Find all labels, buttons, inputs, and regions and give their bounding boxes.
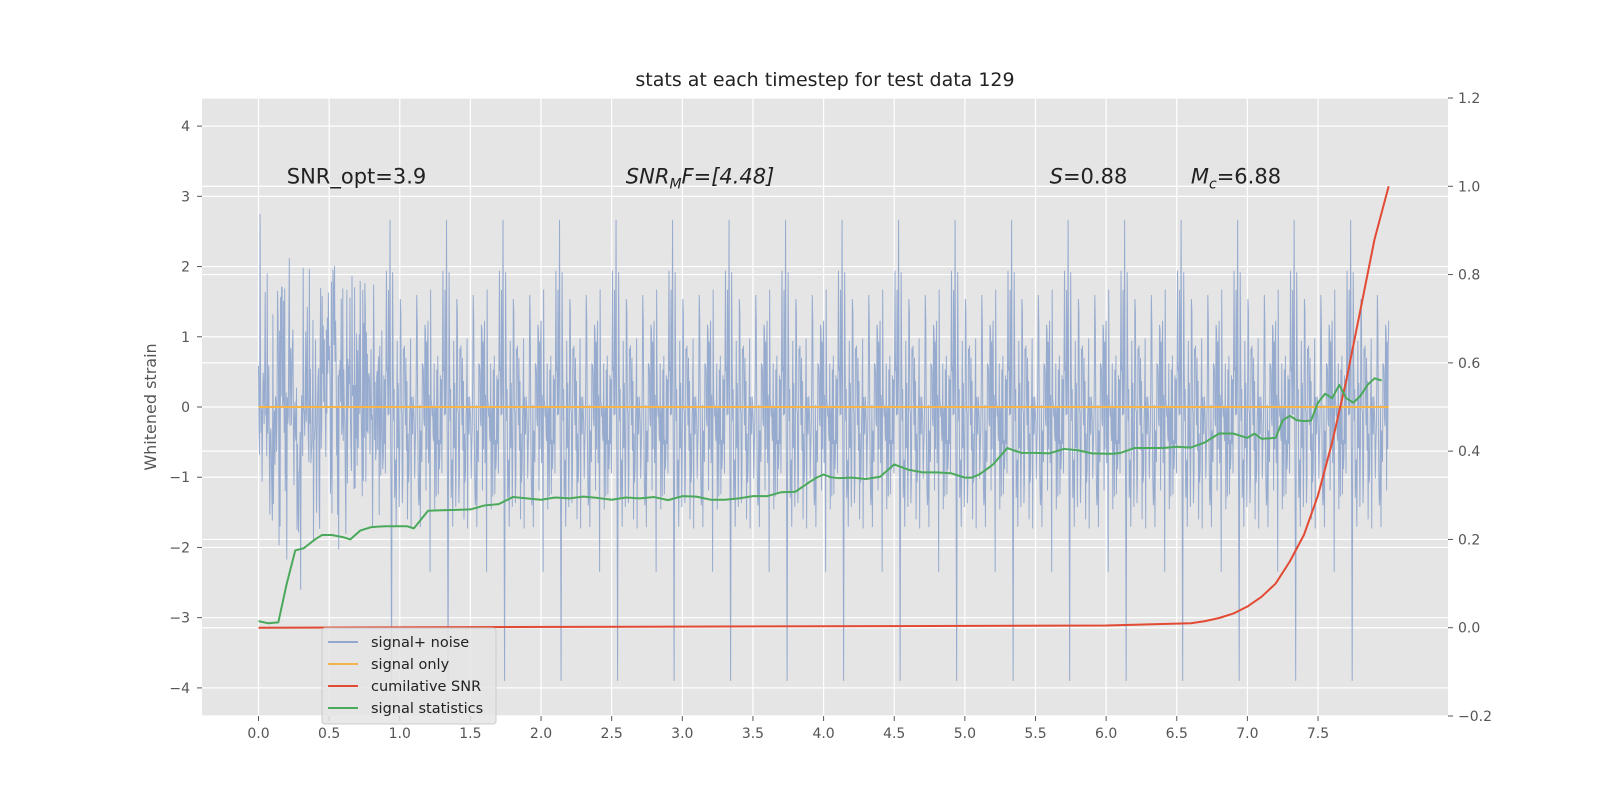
x-tick-label: 2.5 xyxy=(601,726,623,742)
x-tick-label: 5.5 xyxy=(1024,726,1046,742)
annotation-snr-mf-symbol: SNR xyxy=(626,165,670,189)
legend-label-signal-only: signal only xyxy=(371,657,450,673)
chart-title: stats at each timestep for test data 129 xyxy=(635,69,1014,91)
signal-statistics-line xyxy=(258,377,1382,625)
annotation-s-value: =0.88 xyxy=(1063,165,1127,189)
x-tick-label: 3.5 xyxy=(742,726,764,742)
y2-tick-label: 0.4 xyxy=(1458,444,1480,460)
line-series-layer xyxy=(258,186,1390,629)
axis-ticks: 0.0 0.5 1.0 1.5 2.0 2.5 3.0 3.5 4.0 4.5 5.0 5.5 6.0 6… xyxy=(169,91,1492,742)
annotation-mc: Mc=6.88 xyxy=(1191,165,1281,193)
y-tick-label: 1 xyxy=(181,330,190,346)
signal-noise-line xyxy=(258,214,1390,681)
legend-box xyxy=(321,627,497,725)
legend-label-signal-statistics: signal statistics xyxy=(371,701,483,717)
x-tick-label: 3.0 xyxy=(671,726,693,742)
annotation-snr-mf-subscript: M xyxy=(669,177,681,193)
x-tick-label: 1.0 xyxy=(389,726,411,742)
y-tick-label: −2 xyxy=(169,540,190,556)
annotation-mc-subscript: c xyxy=(1209,177,1217,193)
annotation-s-symbol: S xyxy=(1050,165,1063,189)
x-tick-label: 7.0 xyxy=(1236,726,1258,742)
y2-tick-label: 1.2 xyxy=(1458,91,1480,107)
signal-noise-series xyxy=(258,214,1390,681)
y2-tick-label: 0.8 xyxy=(1458,268,1480,284)
legend-label-signal-noise: signal+ noise xyxy=(371,635,469,651)
x-tick-label: 0.0 xyxy=(247,726,269,742)
y-tick-label: 3 xyxy=(181,189,190,205)
y-tick-label: −3 xyxy=(169,611,190,627)
y-axis-label: Whitened strain xyxy=(141,343,160,470)
annotation-mc-symbol: M xyxy=(1191,165,1209,189)
x-tick-label: 2.0 xyxy=(530,726,552,742)
y-tick-label: 0 xyxy=(181,400,190,416)
x-tick-label: 7.5 xyxy=(1307,726,1329,742)
y-tick-label: 2 xyxy=(181,260,190,276)
x-tick-label: 5.0 xyxy=(954,726,976,742)
x-tick-label: 6.0 xyxy=(1095,726,1117,742)
annotation-snr-opt: SNR_opt=3.9 xyxy=(287,165,427,190)
x-tick-label: 0.5 xyxy=(318,726,340,742)
annotation-snr-mf: SNRMF=[4.48] xyxy=(626,165,775,193)
y2-tick-label: −0.2 xyxy=(1458,709,1492,725)
annotation-s: S=0.88 xyxy=(1050,165,1128,189)
x-tick-label: 4.0 xyxy=(812,726,834,742)
y2-tick-label: 0.6 xyxy=(1458,356,1480,372)
annotation-mc-value: =6.88 xyxy=(1217,165,1281,189)
annotation-snr-mf-value: F=[4.48] xyxy=(682,165,775,189)
x-tick-label: 1.5 xyxy=(459,726,481,742)
y-tick-label: 4 xyxy=(181,119,190,135)
cumulative-snr-line xyxy=(258,186,1390,629)
y-tick-label: −1 xyxy=(169,470,190,486)
y2-tick-label: 0.2 xyxy=(1458,532,1480,548)
legend-label-cumulative-snr: cumilative SNR xyxy=(371,679,481,695)
legend: signal+ noise signal only cumilative SNR… xyxy=(321,627,497,725)
y2-tick-label: 1.0 xyxy=(1458,179,1480,195)
y2-tick-label: 0.0 xyxy=(1458,621,1480,637)
x-tick-label: 6.5 xyxy=(1166,726,1188,742)
x-tick-label: 4.5 xyxy=(883,726,905,742)
y-tick-label: −4 xyxy=(169,681,190,697)
